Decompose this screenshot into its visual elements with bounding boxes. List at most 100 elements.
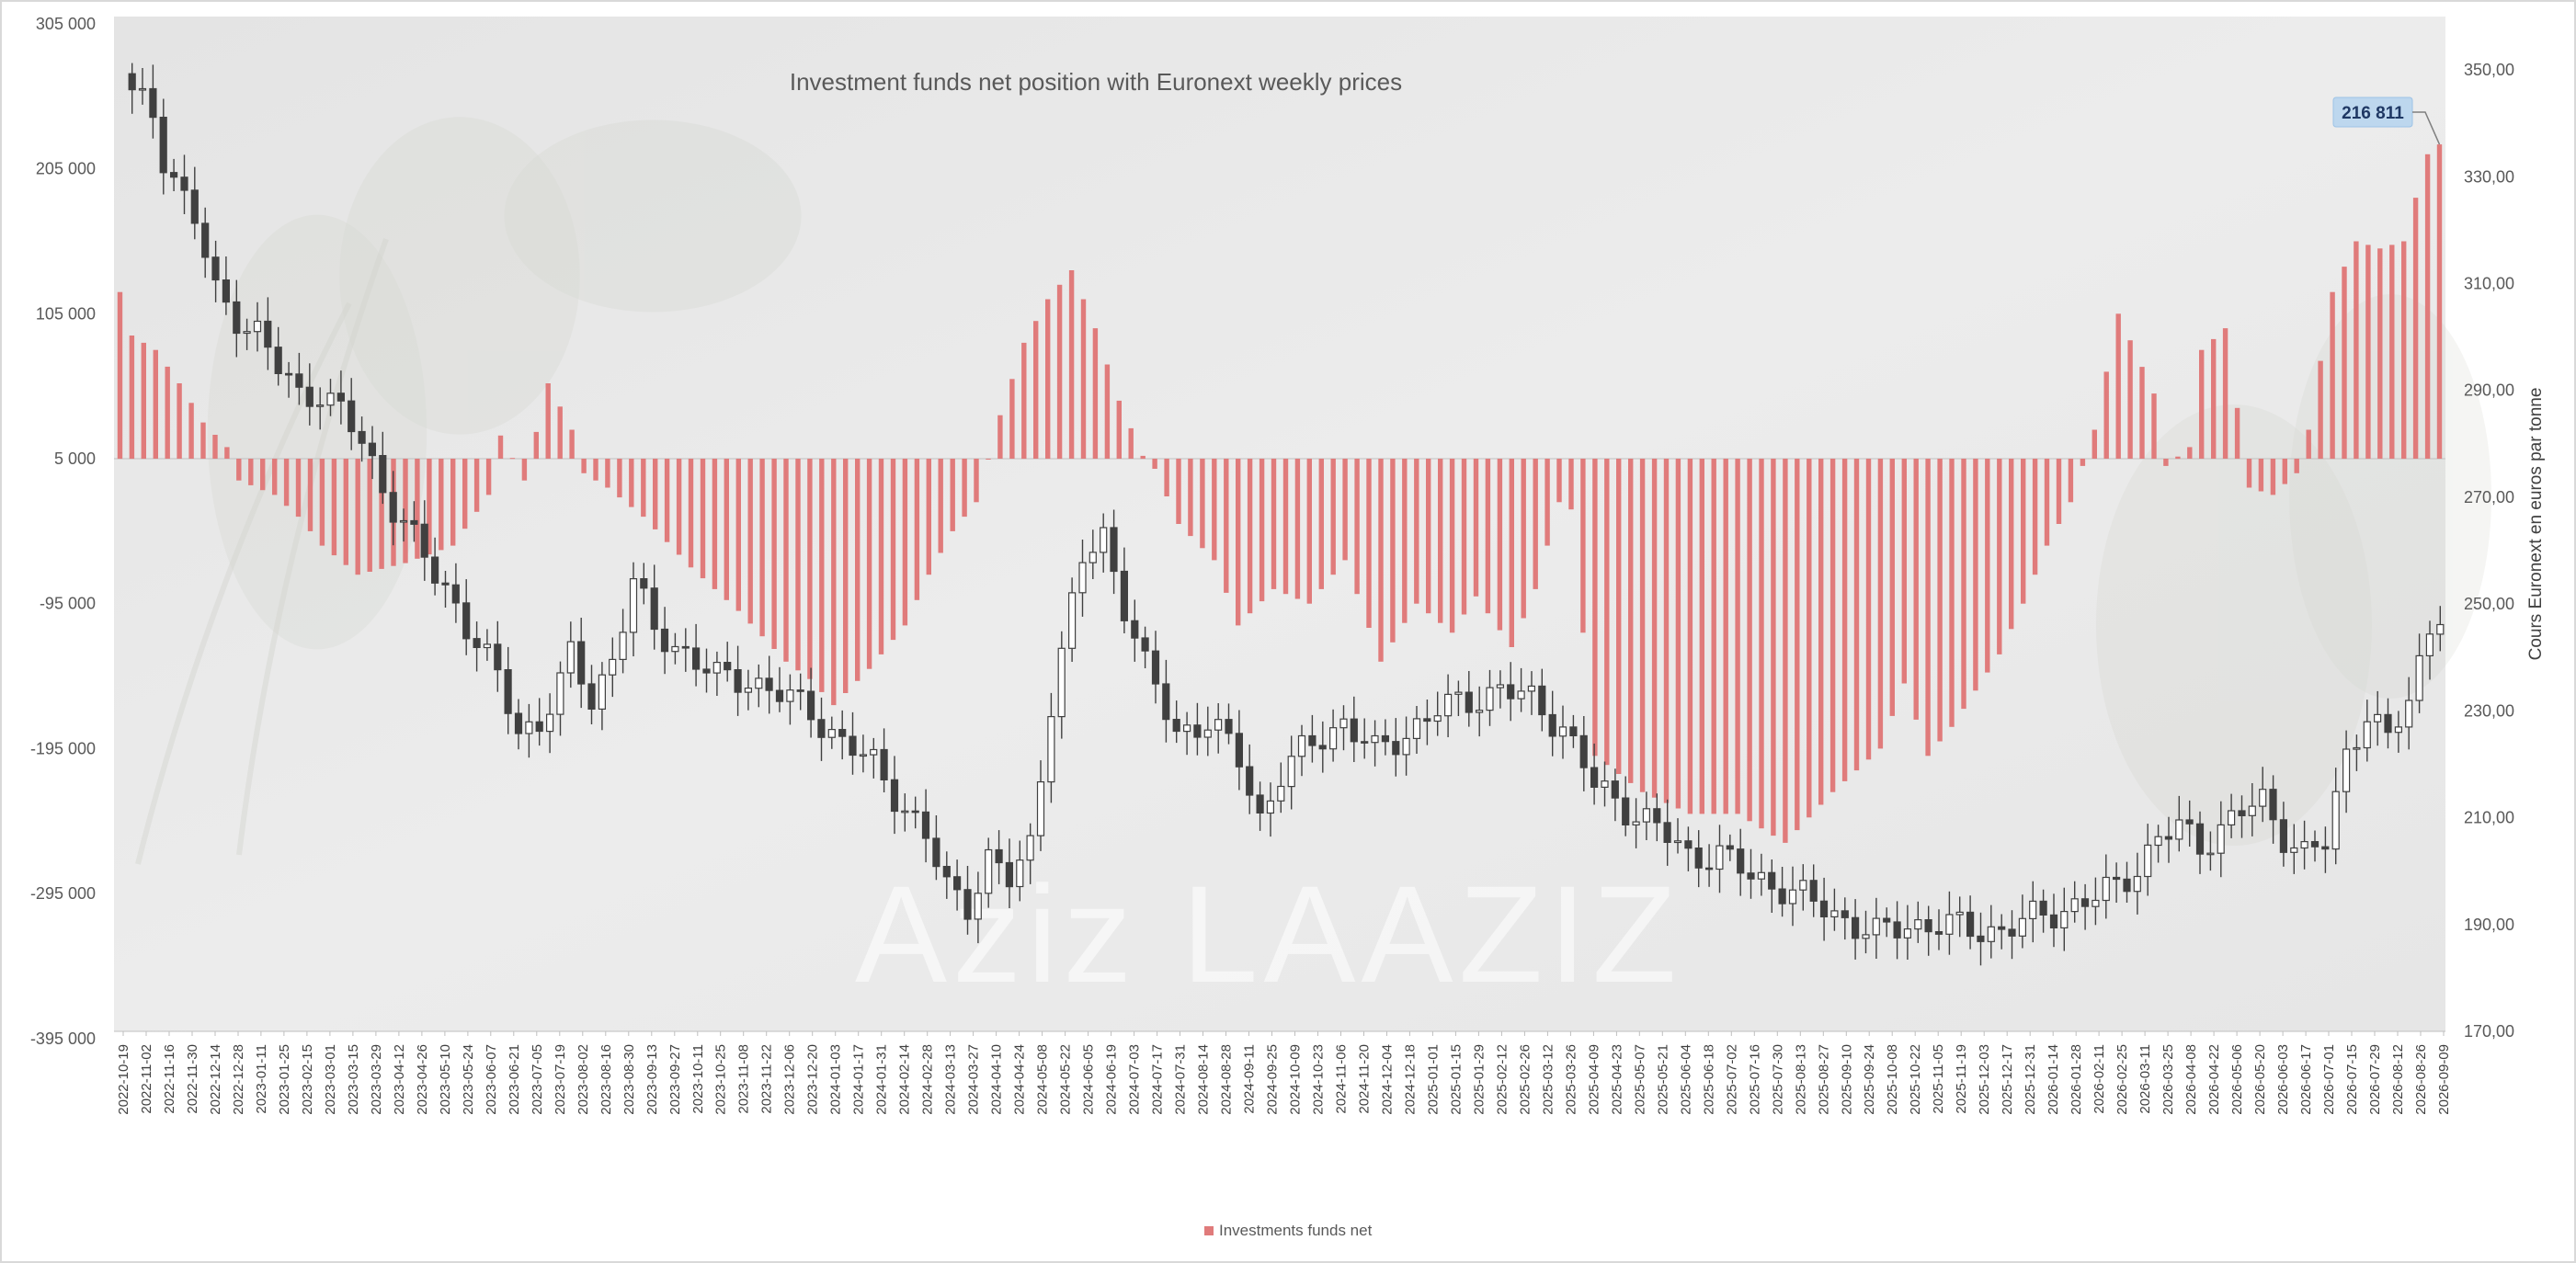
candle-body [963,889,972,920]
price-candle [1454,680,1463,716]
candle-body [1402,737,1410,756]
net-position-bar [1045,299,1051,459]
price-candle [1328,709,1338,762]
candle-body [1673,840,1682,844]
net-position-bar [1735,459,1740,814]
candle-body [1475,710,1484,713]
price-candle [2321,826,2330,873]
price-candle [1036,760,1045,851]
net-position-bar [533,431,539,460]
right-axis-tick-label: 230,00 [2464,701,2514,720]
x-axis-tick-label: 2025-01-29 [1471,1044,1487,1115]
candle-body [921,811,930,839]
price-candle [587,665,596,724]
candle-body [1120,570,1129,621]
candle-body [2154,836,2162,847]
x-axis-tick-label: 2026-06-03 [2275,1044,2291,1115]
price-candle [2248,783,2256,836]
price-candle [1622,776,1630,836]
price-candle [1423,700,1431,745]
net-position-bar [331,459,337,556]
net-position-bar [712,459,718,589]
net-position-bar [1937,459,1943,742]
net-position-bar [2258,459,2264,492]
candle-body [2279,819,2287,853]
x-axis-tick-label: 2024-05-08 [1035,1044,1051,1115]
candle-body [1601,780,1609,789]
net-position-bar [1247,459,1253,614]
x-axis-tick-label: 2024-12-04 [1380,1044,1396,1115]
x-axis-tick-label: 2023-02-15 [300,1044,315,1115]
price-candle [1893,901,1901,960]
candle-body [1162,683,1170,721]
x-axis-tick-label: 2025-11-19 [1954,1044,1969,1114]
candle-body [2164,836,2172,840]
net-position-bar [2330,291,2335,460]
price-candle [870,737,878,779]
x-axis-tick-label: 2025-12-03 [1977,1044,1992,1115]
candle-body [379,455,387,494]
price-candle [1100,513,1108,573]
net-position-bar [1068,270,1075,459]
candle-body [1381,734,1390,743]
net-position-bar [2139,367,2145,459]
price-candle [159,98,167,195]
net-position-bar [1164,459,1169,496]
net-position-bar [248,459,254,485]
crop-background-decoration [135,117,2491,865]
net-position-bar [1687,459,1693,814]
candle-body [556,672,564,715]
x-axis-tick-label: 2025-08-27 [1816,1044,1831,1115]
x-axis-tick-label: 2024-05-22 [1058,1044,1074,1115]
net-position-bar [1639,459,1646,792]
net-position-bar [831,459,837,706]
candle-body [420,523,428,558]
candle-body [211,256,220,281]
price-candle [431,537,439,596]
candle-body [1726,845,1734,850]
x-axis-tick-label: 2024-09-11 [1242,1044,1258,1114]
net-position-bar [1080,299,1087,459]
net-position-bar [1140,455,1146,460]
net-position-bar [1913,459,1919,720]
x-axis-tick-label: 2024-08-28 [1219,1044,1235,1115]
net-position-bar [688,459,694,568]
net-position-bar [283,459,290,506]
candle-body [441,582,450,586]
x-axis-tick-label: 2023-05-10 [438,1044,453,1115]
price-candle [128,63,136,114]
x-axis-tick-label: 2025-04-23 [1609,1044,1624,1115]
price-candle [1653,793,1661,842]
price-candle [765,655,773,714]
price-candle [2175,795,2183,852]
x-axis-tick-label: 2022-11-16 [162,1044,177,1114]
price-candle [901,793,909,832]
price-candle [1663,799,1671,866]
left-axis-tick-label: 305 000 [36,15,96,33]
price-candle [1361,718,1369,759]
candle-body [1507,684,1515,700]
price-candle [1768,859,1776,913]
candle-body [566,641,575,674]
candle-body [1328,727,1338,750]
price-candle [1558,705,1567,759]
price-candle [1903,905,1911,960]
legend-label: Investments funds net [1219,1222,1373,1239]
price-candle [1601,761,1609,807]
price-candle [1246,744,1254,814]
price-candle [2195,811,2205,874]
candle-body [1465,691,1473,713]
candle-body [1078,562,1087,594]
x-axis-tick-label: 2023-10-25 [713,1044,729,1115]
price-candle [1371,720,1379,767]
candle-body [1339,718,1348,729]
x-axis-tick-label: 2023-09-13 [644,1044,660,1115]
net-position-bar [1271,459,1277,589]
left-axis-tick-label: 105 000 [36,304,96,323]
net-position-bar [1533,459,1538,589]
price-candle [1339,705,1348,751]
candle-body [2290,847,2298,853]
price-candle [890,756,899,835]
net-position-bar [224,447,230,459]
price-candle [285,361,293,398]
